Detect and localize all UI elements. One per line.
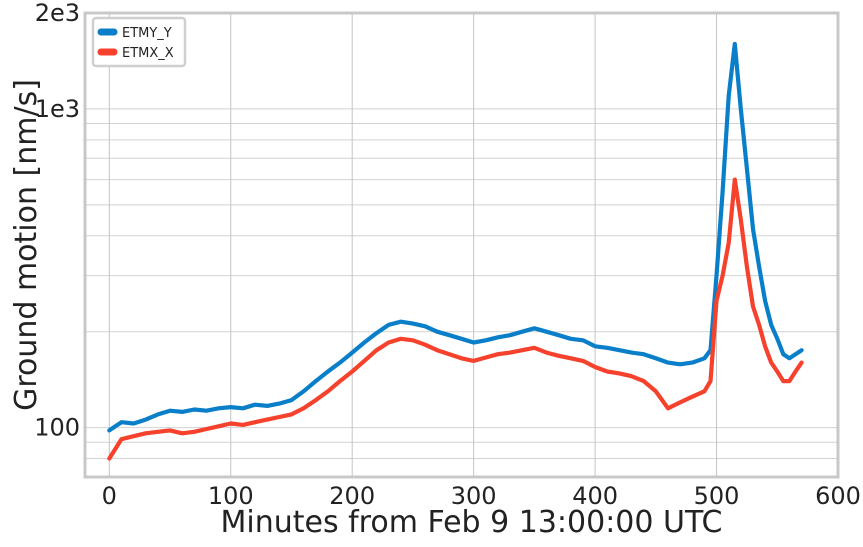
x-tick-label: 100 bbox=[208, 482, 254, 510]
y-axis-ticks: 100 1e3 2e3 bbox=[34, 0, 80, 442]
x-tick-label: 500 bbox=[694, 482, 740, 510]
x-tick-label: 400 bbox=[572, 482, 618, 510]
series-line-etmy_y bbox=[107, 41, 804, 433]
x-axis-title: Minutes from Feb 9 13:00:00 UTC bbox=[220, 505, 722, 540]
series-layer bbox=[107, 41, 804, 461]
plot-frame bbox=[83, 11, 840, 479]
y-tick-label: 2e3 bbox=[35, 0, 80, 27]
series-line-etmx_x bbox=[107, 177, 804, 461]
y-axis-title: Ground motion [nm/s] bbox=[9, 79, 44, 411]
y-tick-label: 100 bbox=[34, 414, 80, 442]
x-tick-label: 200 bbox=[329, 482, 375, 510]
legend-label-etmx_x: ETMX_X bbox=[122, 46, 174, 61]
y-tick-label: 1e3 bbox=[35, 95, 80, 123]
legend: ETMY_Y ETMX_X bbox=[91, 16, 187, 68]
x-tick-label: 0 bbox=[102, 482, 117, 510]
x-tick-label: 600 bbox=[815, 482, 861, 510]
x-axis-ticks: 0 100 200 300 400 500 600 bbox=[102, 482, 861, 510]
legend-label-etmy_y: ETMY_Y bbox=[122, 26, 172, 41]
x-tick-label: 300 bbox=[451, 482, 497, 510]
